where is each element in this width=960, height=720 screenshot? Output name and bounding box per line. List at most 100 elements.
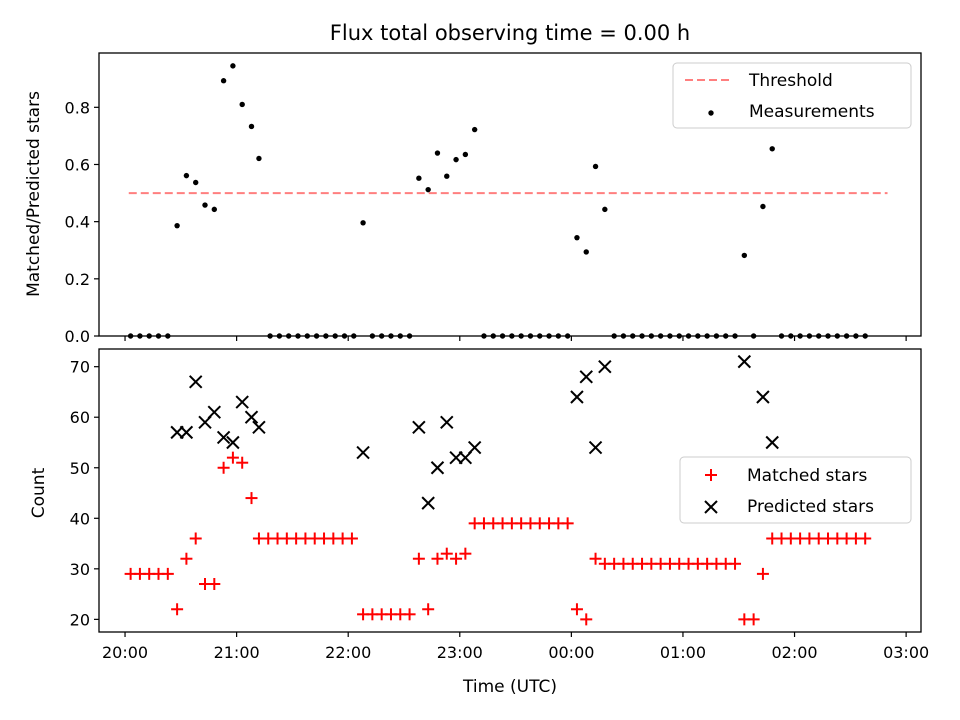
predicted-star-point (440, 415, 454, 429)
time-x-tick-label: 02:00 (771, 643, 817, 662)
predicted-star-point (207, 405, 222, 419)
counts-y-ticks: 20 30 40 50 60 70 (70, 358, 99, 629)
measurement-point (425, 186, 431, 193)
matched-star-point (747, 613, 760, 626)
time-x-tick-label: 23:00 (437, 643, 483, 662)
matched-legend-swatch (705, 469, 717, 481)
matched-star-point (570, 603, 583, 616)
matched-star-point (208, 577, 221, 590)
time-x-tick-label: 21:00 (214, 643, 260, 662)
ratio-panel: 0.00.20.40.60.8 Matched/Predicted stars … (24, 52, 922, 346)
time-x-tick-label: 01:00 (660, 643, 706, 662)
measurements-legend-label: Measurements (749, 102, 875, 122)
matched-star-point (440, 547, 453, 560)
matched-star-point (345, 532, 358, 545)
predicted-star-point (356, 445, 370, 460)
predicted-star-point (421, 496, 435, 510)
predicted-legend-label: Predicted stars (747, 497, 874, 517)
matched-star-point (245, 492, 258, 505)
predicted-star-point (579, 370, 593, 384)
matched-star-point (450, 552, 463, 565)
matched-star-point (561, 517, 574, 530)
time-x-ticks: 20:00 21:00 22:00 23:00 00:00 01:00 02:00 03:00 (102, 632, 929, 662)
time-x-tick-label: 00:00 (548, 643, 594, 662)
matched-star-point (589, 552, 602, 565)
measurement-point (471, 126, 478, 133)
counts-y-tick-label: 20 (70, 610, 90, 629)
matched-star-point (189, 532, 202, 545)
counts-legend: Matched stars Predicted stars (679, 456, 912, 524)
measurement-point (462, 151, 469, 158)
matched-legend-label: Matched stars (747, 466, 867, 486)
ratio-y-tick-label: 0.4 (65, 213, 90, 232)
measurement-point (583, 249, 589, 255)
counts-axes-frame (98, 348, 922, 633)
measurement-point (602, 206, 608, 213)
matched-star-point (217, 461, 230, 474)
ratio-x-ticks (124, 336, 907, 341)
measurement-point (760, 203, 766, 210)
time-x-tick-label: 20:00 (102, 643, 148, 662)
counts-y-tick-label: 30 (70, 560, 90, 579)
measurement-point (256, 155, 262, 162)
predicted-star-point (226, 435, 240, 450)
measurement-point (574, 234, 580, 241)
predicted-star-point (412, 420, 426, 435)
measurement-point (416, 175, 422, 181)
counts-y-axis-label: Count (29, 467, 49, 518)
measurement-point (174, 222, 180, 229)
matched-star-point (403, 608, 416, 621)
matched-star-point (729, 557, 742, 570)
predicted-star-point (467, 440, 482, 455)
ratio-y-axis-label: Matched/Predicted stars (24, 91, 44, 297)
matched-star-point (756, 567, 769, 580)
matched-star-point (431, 552, 444, 565)
predicted-star-point (737, 354, 752, 369)
counts-plot-area (124, 354, 872, 626)
predicted-star-point (235, 395, 249, 409)
measurement-point (202, 202, 208, 208)
time-x-tick-label: 03:00 (883, 643, 929, 662)
counts-y-tick-label: 40 (70, 509, 90, 528)
measurement-point (230, 63, 236, 69)
counts-legend-box (679, 456, 912, 524)
predicted-star-point (188, 375, 203, 389)
matched-star-point (859, 532, 872, 545)
threshold-legend-label: Threshold (748, 71, 833, 91)
matched-star-point (180, 552, 193, 565)
ratio-y-ticks: 0.0 0.2 0.4 0.6 0.8 (65, 98, 99, 346)
measurements-legend-swatch (708, 110, 714, 116)
measurement-point (193, 179, 199, 186)
matched-star-point (459, 547, 472, 560)
matched-star-point (422, 603, 435, 616)
predicted-star-point (570, 390, 584, 404)
matched-star-point (412, 552, 425, 565)
measurement-point (741, 252, 748, 259)
x-axis-label: Time (UTC) (462, 677, 557, 697)
ratio-y-tick-label: 0.2 (65, 270, 90, 289)
counts-y-tick-label: 50 (70, 459, 90, 478)
predicted-star-point (756, 390, 770, 404)
predicted-star-point (588, 440, 603, 455)
measurement-point (239, 101, 245, 108)
measurement-point (211, 206, 218, 213)
predicted-star-point (216, 430, 231, 445)
predicted-star-point (252, 420, 266, 435)
ratio-y-tick-label: 0.6 (65, 155, 90, 174)
ratio-y-tick-label: 0.0 (65, 327, 90, 346)
measurement-point (434, 150, 441, 156)
measurement-point (248, 123, 255, 130)
measurement-point (183, 172, 190, 179)
ratio-legend-box (672, 62, 912, 129)
matched-star-point (161, 567, 174, 580)
time-x-tick-label: 22:00 (325, 643, 371, 662)
counts-y-tick-label: 70 (70, 358, 90, 377)
measurement-point (360, 220, 366, 226)
matched-star-point (580, 613, 593, 626)
counts-y-tick-label: 60 (70, 408, 90, 427)
matched-star-point (226, 451, 239, 464)
predicted-legend-swatch (704, 500, 718, 514)
measurement-point (592, 163, 599, 170)
predicted-star-point (179, 425, 194, 440)
